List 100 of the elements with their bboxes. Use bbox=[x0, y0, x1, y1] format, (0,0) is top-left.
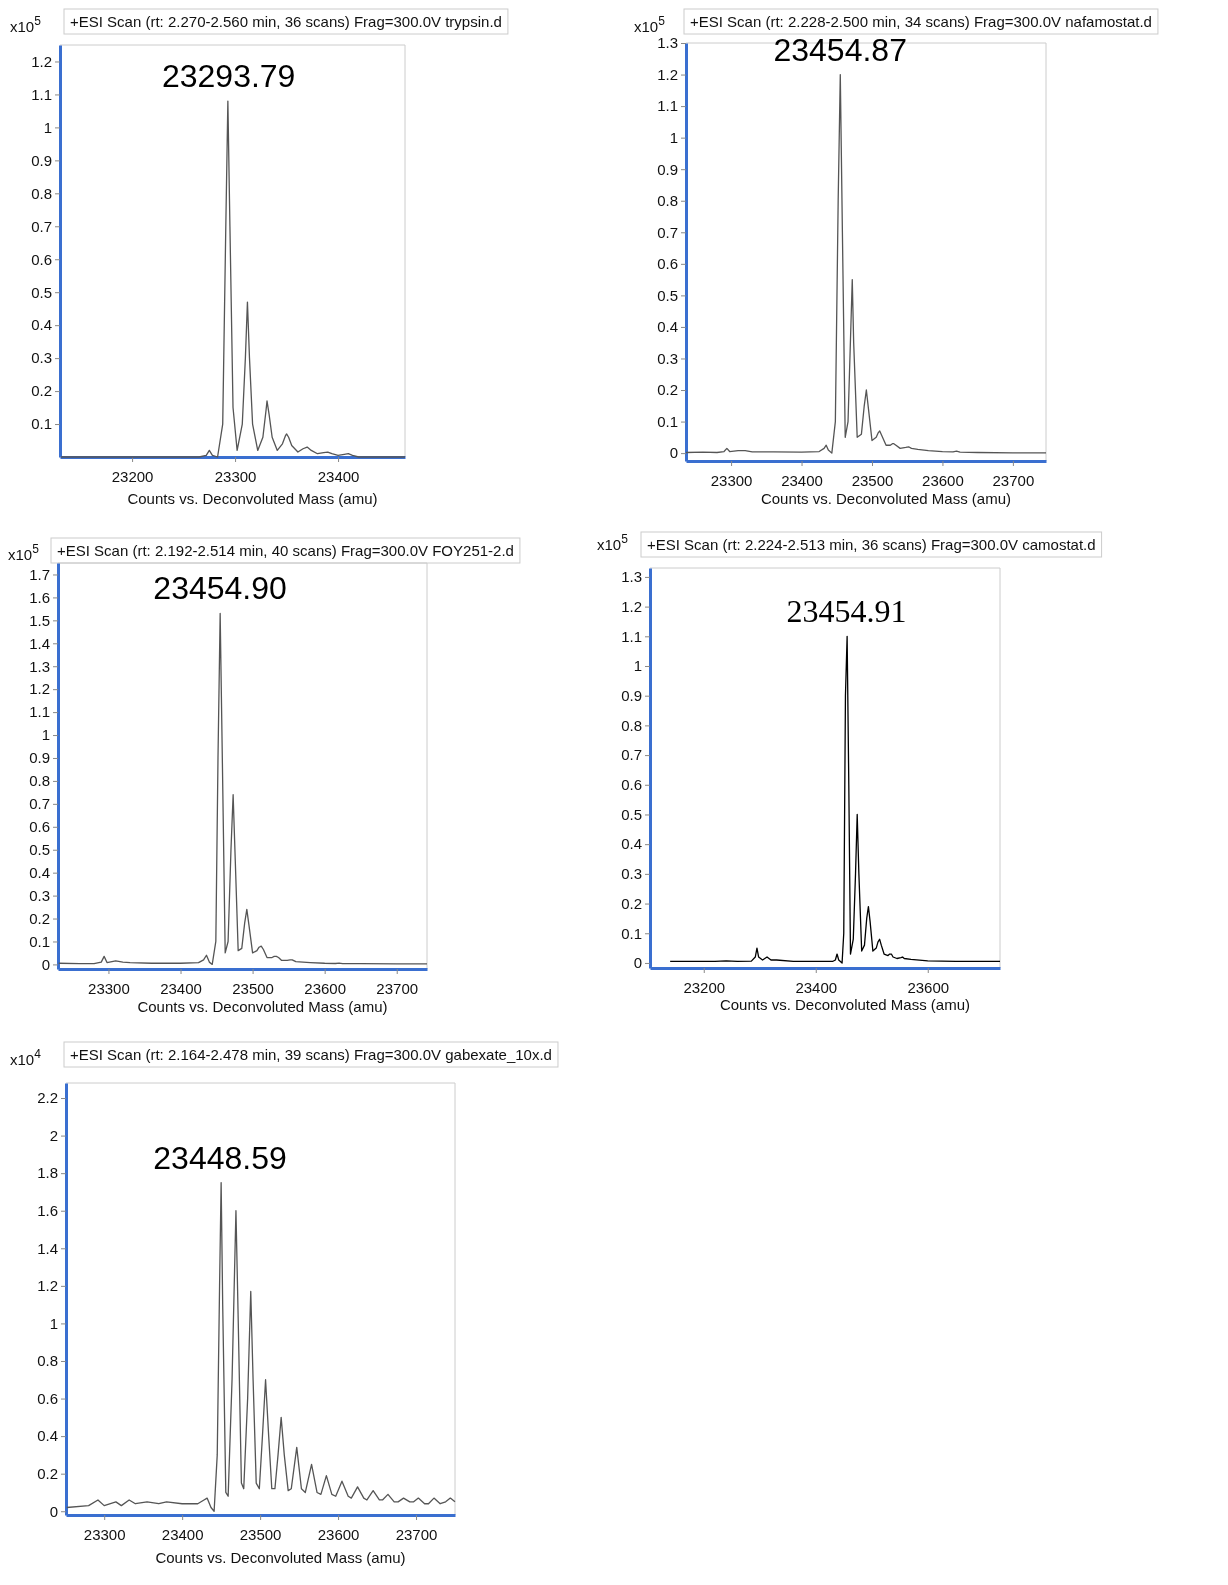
y-tick-label: 0.8 bbox=[37, 1352, 58, 1370]
y-axis-title: x10$^{5}$ bbox=[634, 14, 666, 35]
x-axis-title: Counts vs. Deconvoluted Mass (amu) bbox=[127, 490, 378, 507]
y-tick-label: 0.7 bbox=[29, 795, 50, 813]
annotation: 23293.79 bbox=[161, 58, 296, 95]
y-tick-label: 1.4 bbox=[29, 634, 50, 652]
y-tick-label: 1.2 bbox=[621, 597, 642, 615]
y-tick-label: 1.7 bbox=[29, 565, 50, 583]
y-tick-label: 1.2 bbox=[657, 65, 678, 83]
y-tick-label: 1.6 bbox=[37, 1202, 58, 1220]
x-tick-label: 23600 bbox=[317, 1525, 360, 1543]
y-axis-title: x10$^{4}$ bbox=[10, 1047, 42, 1068]
x-tick-label: 23300 bbox=[88, 979, 130, 997]
x-tick-label: 23700 bbox=[992, 471, 1035, 489]
chart-title: +ESI Scan (rt: 2.192-2.514 min, 40 scans) Frag=300.0V FOY251-2.d bbox=[57, 542, 514, 559]
x-axis-title: Counts vs. Deconvoluted Mass (amu) bbox=[155, 1549, 406, 1566]
y-tick-label: 0.2 bbox=[29, 909, 50, 927]
y-tick-label: 0.4 bbox=[37, 1427, 58, 1445]
y-tick-label: 0.7 bbox=[621, 746, 642, 764]
y-axis-title: x10$^{5}$ bbox=[10, 14, 42, 35]
y-tick-label: 0.2 bbox=[621, 894, 642, 912]
y-tick-label: 0.6 bbox=[29, 818, 50, 836]
x-axis-title: Counts vs. Deconvoluted Mass (amu) bbox=[760, 490, 1012, 507]
y-tick-label: 1.6 bbox=[29, 588, 50, 606]
y-tick-label: 0.3 bbox=[29, 886, 50, 904]
y-tick-label: 2 bbox=[49, 1126, 58, 1144]
y-tick-label: 0 bbox=[669, 444, 678, 462]
y-tick-label: 0.5 bbox=[621, 805, 642, 823]
y-tick-label: 0.9 bbox=[657, 160, 678, 178]
y-tick-label: 0 bbox=[49, 1502, 58, 1520]
y-tick-label: 1.3 bbox=[29, 657, 50, 675]
x-axis-title: Counts vs. Deconvoluted Mass (amu) bbox=[719, 996, 971, 1013]
y-tick-label: 0.4 bbox=[657, 318, 678, 336]
y-tick-label: 0.8 bbox=[621, 716, 642, 734]
y-tick-label: 0.1 bbox=[29, 932, 50, 950]
y-tick-label: 0.1 bbox=[657, 412, 678, 430]
x-tick-label: 23400 bbox=[781, 471, 823, 489]
line-series bbox=[669, 635, 1001, 964]
x-tick-label: 23700 bbox=[395, 1525, 438, 1543]
x-tick-label: 23500 bbox=[851, 471, 894, 489]
x-tick-label: 23500 bbox=[239, 1525, 282, 1543]
x-axis-title: Counts vs. Deconvoluted Mass (amu) bbox=[137, 998, 388, 1015]
y-tick-label: 1 bbox=[43, 118, 52, 136]
y-tick-label: 0.2 bbox=[37, 1464, 58, 1482]
y-tick-label: 0.6 bbox=[37, 1389, 58, 1407]
y-tick-label: 1.2 bbox=[37, 1277, 58, 1295]
y-tick-label: 1 bbox=[41, 726, 50, 744]
x-tick-label: 23400 bbox=[795, 978, 838, 996]
y-tick-label: 1 bbox=[633, 657, 642, 675]
y-tick-label: 0.8 bbox=[29, 772, 50, 790]
y-tick-label: 0.6 bbox=[621, 776, 642, 794]
y-tick-label: 0.2 bbox=[657, 381, 678, 399]
y-tick-label: 0.9 bbox=[621, 686, 642, 704]
chart-title: +ESI Scan (rt: 2.270-2.560 min, 36 scans) Frag=300.0V trypsin.d bbox=[70, 13, 502, 30]
x-tick-label: 23500 bbox=[232, 979, 274, 997]
annotation: 23448.59 bbox=[153, 1139, 287, 1176]
y-tick-label: 0.5 bbox=[29, 841, 50, 859]
x-tick-label: 23200 bbox=[683, 978, 726, 996]
y-tick-label: 1.1 bbox=[657, 97, 678, 115]
y-tick-label: 1.3 bbox=[621, 568, 642, 586]
y-tick-label: 0.4 bbox=[621, 835, 642, 853]
y-tick-label: 0.9 bbox=[29, 749, 50, 767]
x-tick-label: 23400 bbox=[317, 467, 360, 485]
y-tick-label: 0.2 bbox=[31, 382, 52, 400]
y-tick-label: 0.3 bbox=[31, 349, 52, 367]
y-tick-label: 0.8 bbox=[31, 184, 52, 202]
y-tick-label: 1.2 bbox=[29, 680, 50, 698]
y-tick-label: 1.1 bbox=[31, 85, 52, 103]
y-tick-label: 1.3 bbox=[657, 34, 678, 52]
x-tick-label: 23200 bbox=[111, 467, 154, 485]
x-tick-label: 23300 bbox=[710, 471, 753, 489]
y-tick-label: 0.7 bbox=[657, 223, 678, 241]
y-tick-label: 1.4 bbox=[37, 1239, 58, 1257]
line-series bbox=[685, 73, 1047, 454]
y-tick-label: 1 bbox=[669, 128, 678, 146]
annotation: 23454.87 bbox=[773, 31, 907, 68]
y-tick-label: 0.5 bbox=[31, 283, 52, 301]
x-tick-label: 23400 bbox=[161, 1525, 204, 1543]
x-tick-label: 23300 bbox=[214, 467, 257, 485]
y-tick-label: 0.3 bbox=[621, 865, 642, 883]
y-tick-label: 0.6 bbox=[31, 250, 52, 268]
y-tick-label: 0.1 bbox=[621, 924, 642, 942]
y-tick-label: 2.2 bbox=[37, 1089, 58, 1107]
y-tick-label: 1.5 bbox=[29, 611, 50, 629]
y-axis-title: x10$^{5}$ bbox=[8, 542, 40, 563]
chart-title: +ESI Scan (rt: 2.164-2.478 min, 39 scans) Frag=300.0V gabexate_10x.d bbox=[70, 1046, 552, 1063]
y-tick-label: 0.3 bbox=[657, 349, 678, 367]
annotation: 23454.90 bbox=[153, 570, 287, 607]
y-tick-label: 0.5 bbox=[657, 286, 678, 304]
y-tick-label: 0.8 bbox=[657, 192, 678, 210]
x-tick-label: 23600 bbox=[907, 978, 950, 996]
y-tick-label: 0.4 bbox=[29, 863, 50, 881]
y-tick-label: 1.2 bbox=[31, 52, 52, 70]
line-series bbox=[66, 1181, 456, 1512]
y-tick-label: 1 bbox=[49, 1314, 58, 1332]
y-tick-label: 0 bbox=[41, 955, 50, 973]
y-axis-title: x10$^{5}$ bbox=[597, 532, 629, 553]
x-tick-label: 23700 bbox=[376, 979, 419, 997]
annotation: 23454.91 bbox=[786, 593, 907, 630]
x-tick-label: 23600 bbox=[922, 471, 964, 489]
